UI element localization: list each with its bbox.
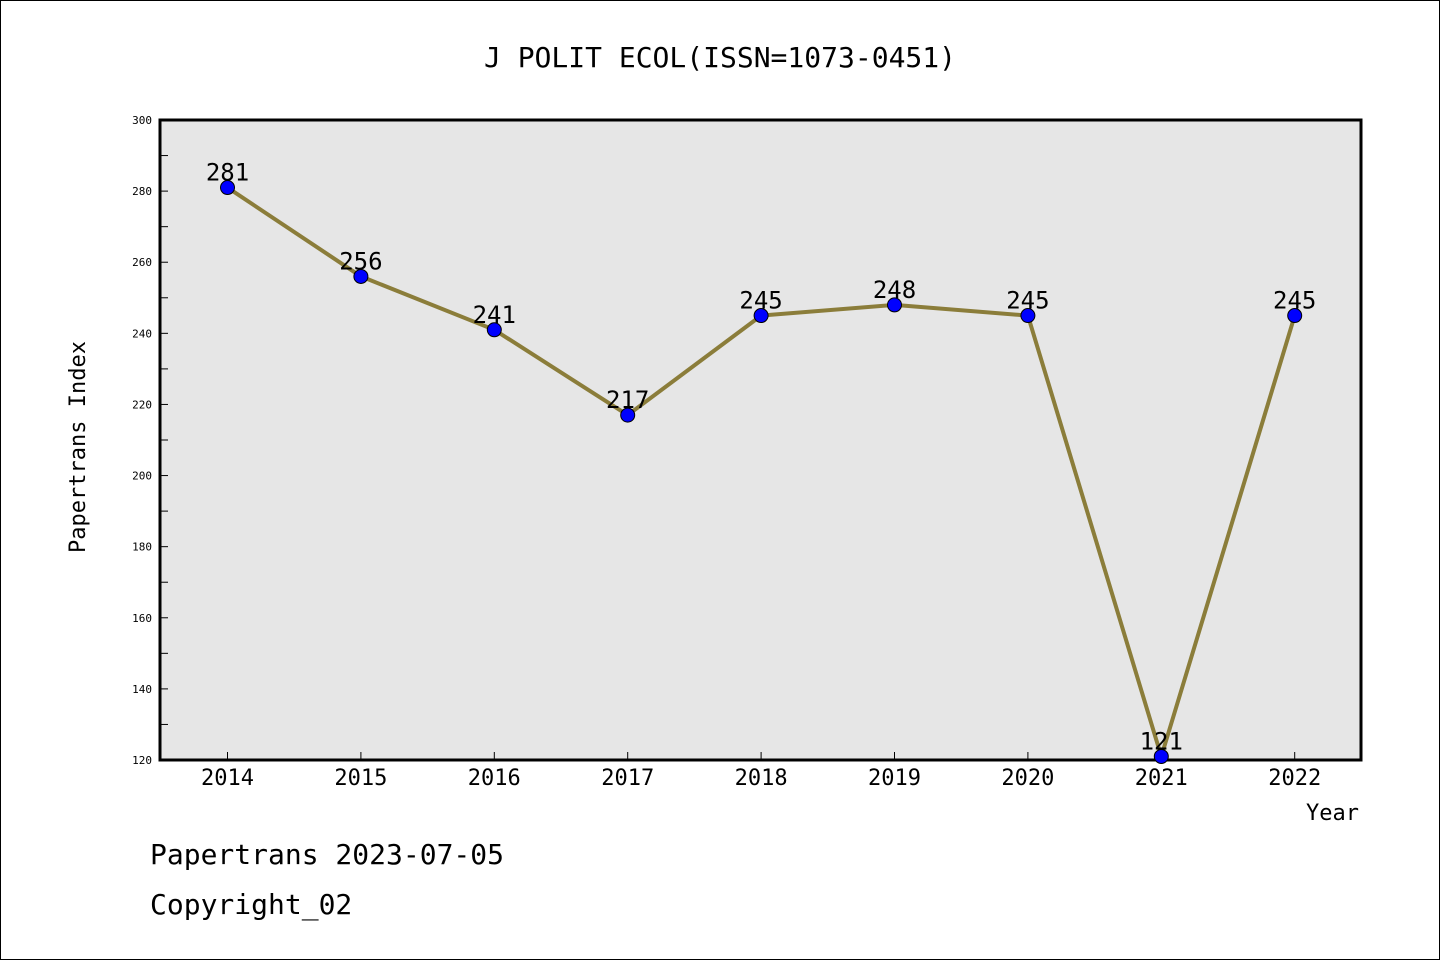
footer-copyright: Copyright_02	[150, 888, 352, 922]
x-tick-label: 2022	[1268, 766, 1321, 791]
data-point-marker	[753, 308, 769, 324]
data-point-label: 248	[873, 276, 916, 304]
data-point-label: 256	[339, 247, 382, 275]
data-point-marker	[1153, 748, 1169, 764]
y-tick-label: 300	[132, 114, 152, 127]
footer-date: Papertrans 2023-07-05	[150, 838, 504, 871]
y-tick-label: 140	[132, 683, 152, 696]
data-point-marker	[220, 180, 235, 196]
data-point-label: 121	[1140, 727, 1183, 755]
x-tick-label: 2015	[334, 766, 387, 791]
y-tick-label: 220	[132, 398, 152, 411]
data-labels: 281 256 241 217 245 248 245 121 245	[206, 159, 1317, 756]
x-axis-ticks: 2014 2015 2016 2017 2018 2019 2020 2021 2022	[201, 752, 1321, 791]
data-point-label: 245	[739, 287, 782, 315]
data-point-marker	[1020, 308, 1036, 324]
x-axis-label: Year	[1306, 801, 1359, 826]
y-tick-label: 120	[132, 754, 152, 767]
x-tick-label: 2014	[201, 766, 254, 791]
y-tick-label: 200	[132, 470, 152, 483]
data-point-marker	[486, 322, 502, 338]
x-tick-label: 2018	[735, 766, 788, 791]
x-tick-label: 2020	[1001, 766, 1054, 791]
data-point-marker	[353, 268, 369, 284]
chart-title: J POLIT ECOL(ISSN=1073-0451)	[484, 41, 956, 74]
y-axis-ticks: 120 140 160 180 200 220 240 260 280 300	[132, 114, 168, 767]
x-tick-label: 2017	[601, 766, 654, 791]
data-point-marker	[887, 297, 902, 313]
y-tick-label: 240	[132, 327, 152, 340]
plot-area	[158, 118, 1363, 762]
data-markers	[220, 180, 1303, 764]
data-point-marker	[1287, 308, 1303, 324]
y-tick-label: 280	[132, 185, 152, 198]
data-point-label: 217	[606, 386, 649, 414]
data-point-label: 245	[1006, 287, 1049, 315]
y-tick-label: 260	[132, 256, 152, 269]
data-point-label: 281	[206, 159, 249, 187]
y-axis-label: Papertrans Index	[66, 341, 91, 553]
data-point-label: 245	[1273, 287, 1316, 315]
x-tick-label: 2019	[868, 766, 921, 791]
data-point-label: 241	[473, 301, 516, 329]
x-tick-label: 2016	[468, 766, 521, 791]
y-tick-label: 160	[132, 612, 152, 625]
x-tick-label: 2021	[1135, 766, 1188, 791]
y-tick-label: 180	[132, 541, 152, 554]
data-point-marker	[620, 407, 636, 423]
